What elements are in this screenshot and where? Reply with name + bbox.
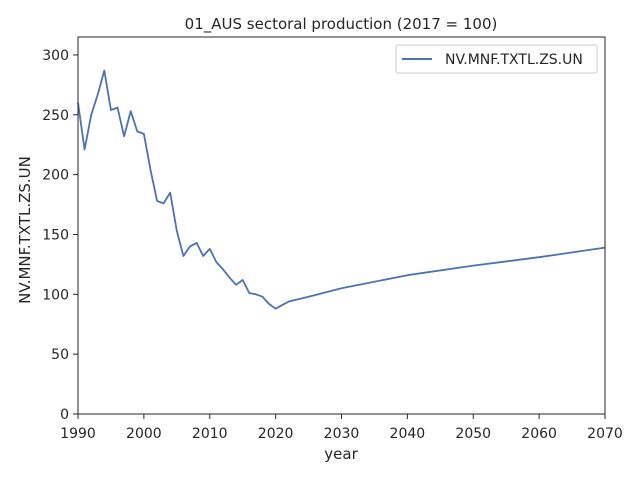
x-tick-label: 2040 bbox=[390, 426, 426, 442]
legend-box bbox=[395, 44, 598, 74]
x-tick-label: 2000 bbox=[126, 426, 162, 442]
y-tick-label: 300 bbox=[42, 48, 69, 64]
y-tick-label: 50 bbox=[51, 347, 69, 363]
y-axis-label: NV.MNF.TXTL.ZS.UN bbox=[16, 156, 34, 304]
series-line bbox=[77, 69, 606, 310]
x-tick-label: 2020 bbox=[258, 426, 294, 442]
x-ticks: 1990 2000 2010 2020 2030 2040 2050 2060 2070 bbox=[60, 414, 623, 442]
x-tick-label: 2030 bbox=[324, 426, 360, 442]
y-tick-label: 200 bbox=[42, 168, 69, 184]
y-tick-label: 150 bbox=[42, 227, 69, 243]
x-tick-label: 2010 bbox=[192, 426, 228, 442]
y-ticks: 0 50 100 150 200 250 300 bbox=[42, 48, 78, 423]
x-tick-label: 1990 bbox=[60, 426, 96, 442]
x-axis-label: year bbox=[324, 445, 358, 463]
plot-lines bbox=[77, 69, 606, 310]
y-tick-label: 100 bbox=[42, 287, 69, 303]
legend: NV.MNF.TXTL.ZS.UN bbox=[395, 44, 598, 74]
y-tick-label: 250 bbox=[42, 108, 69, 124]
x-tick-label: 2050 bbox=[455, 426, 491, 442]
y-tick-label: 0 bbox=[60, 407, 69, 423]
plot-area-frame bbox=[77, 36, 606, 415]
chart-title: 01_AUS sectoral production (2017 = 100) bbox=[185, 15, 498, 34]
x-tick-label: 2060 bbox=[521, 426, 557, 442]
legend-label: NV.MNF.TXTL.ZS.UN bbox=[445, 52, 583, 68]
x-tick-label: 2070 bbox=[587, 426, 623, 442]
